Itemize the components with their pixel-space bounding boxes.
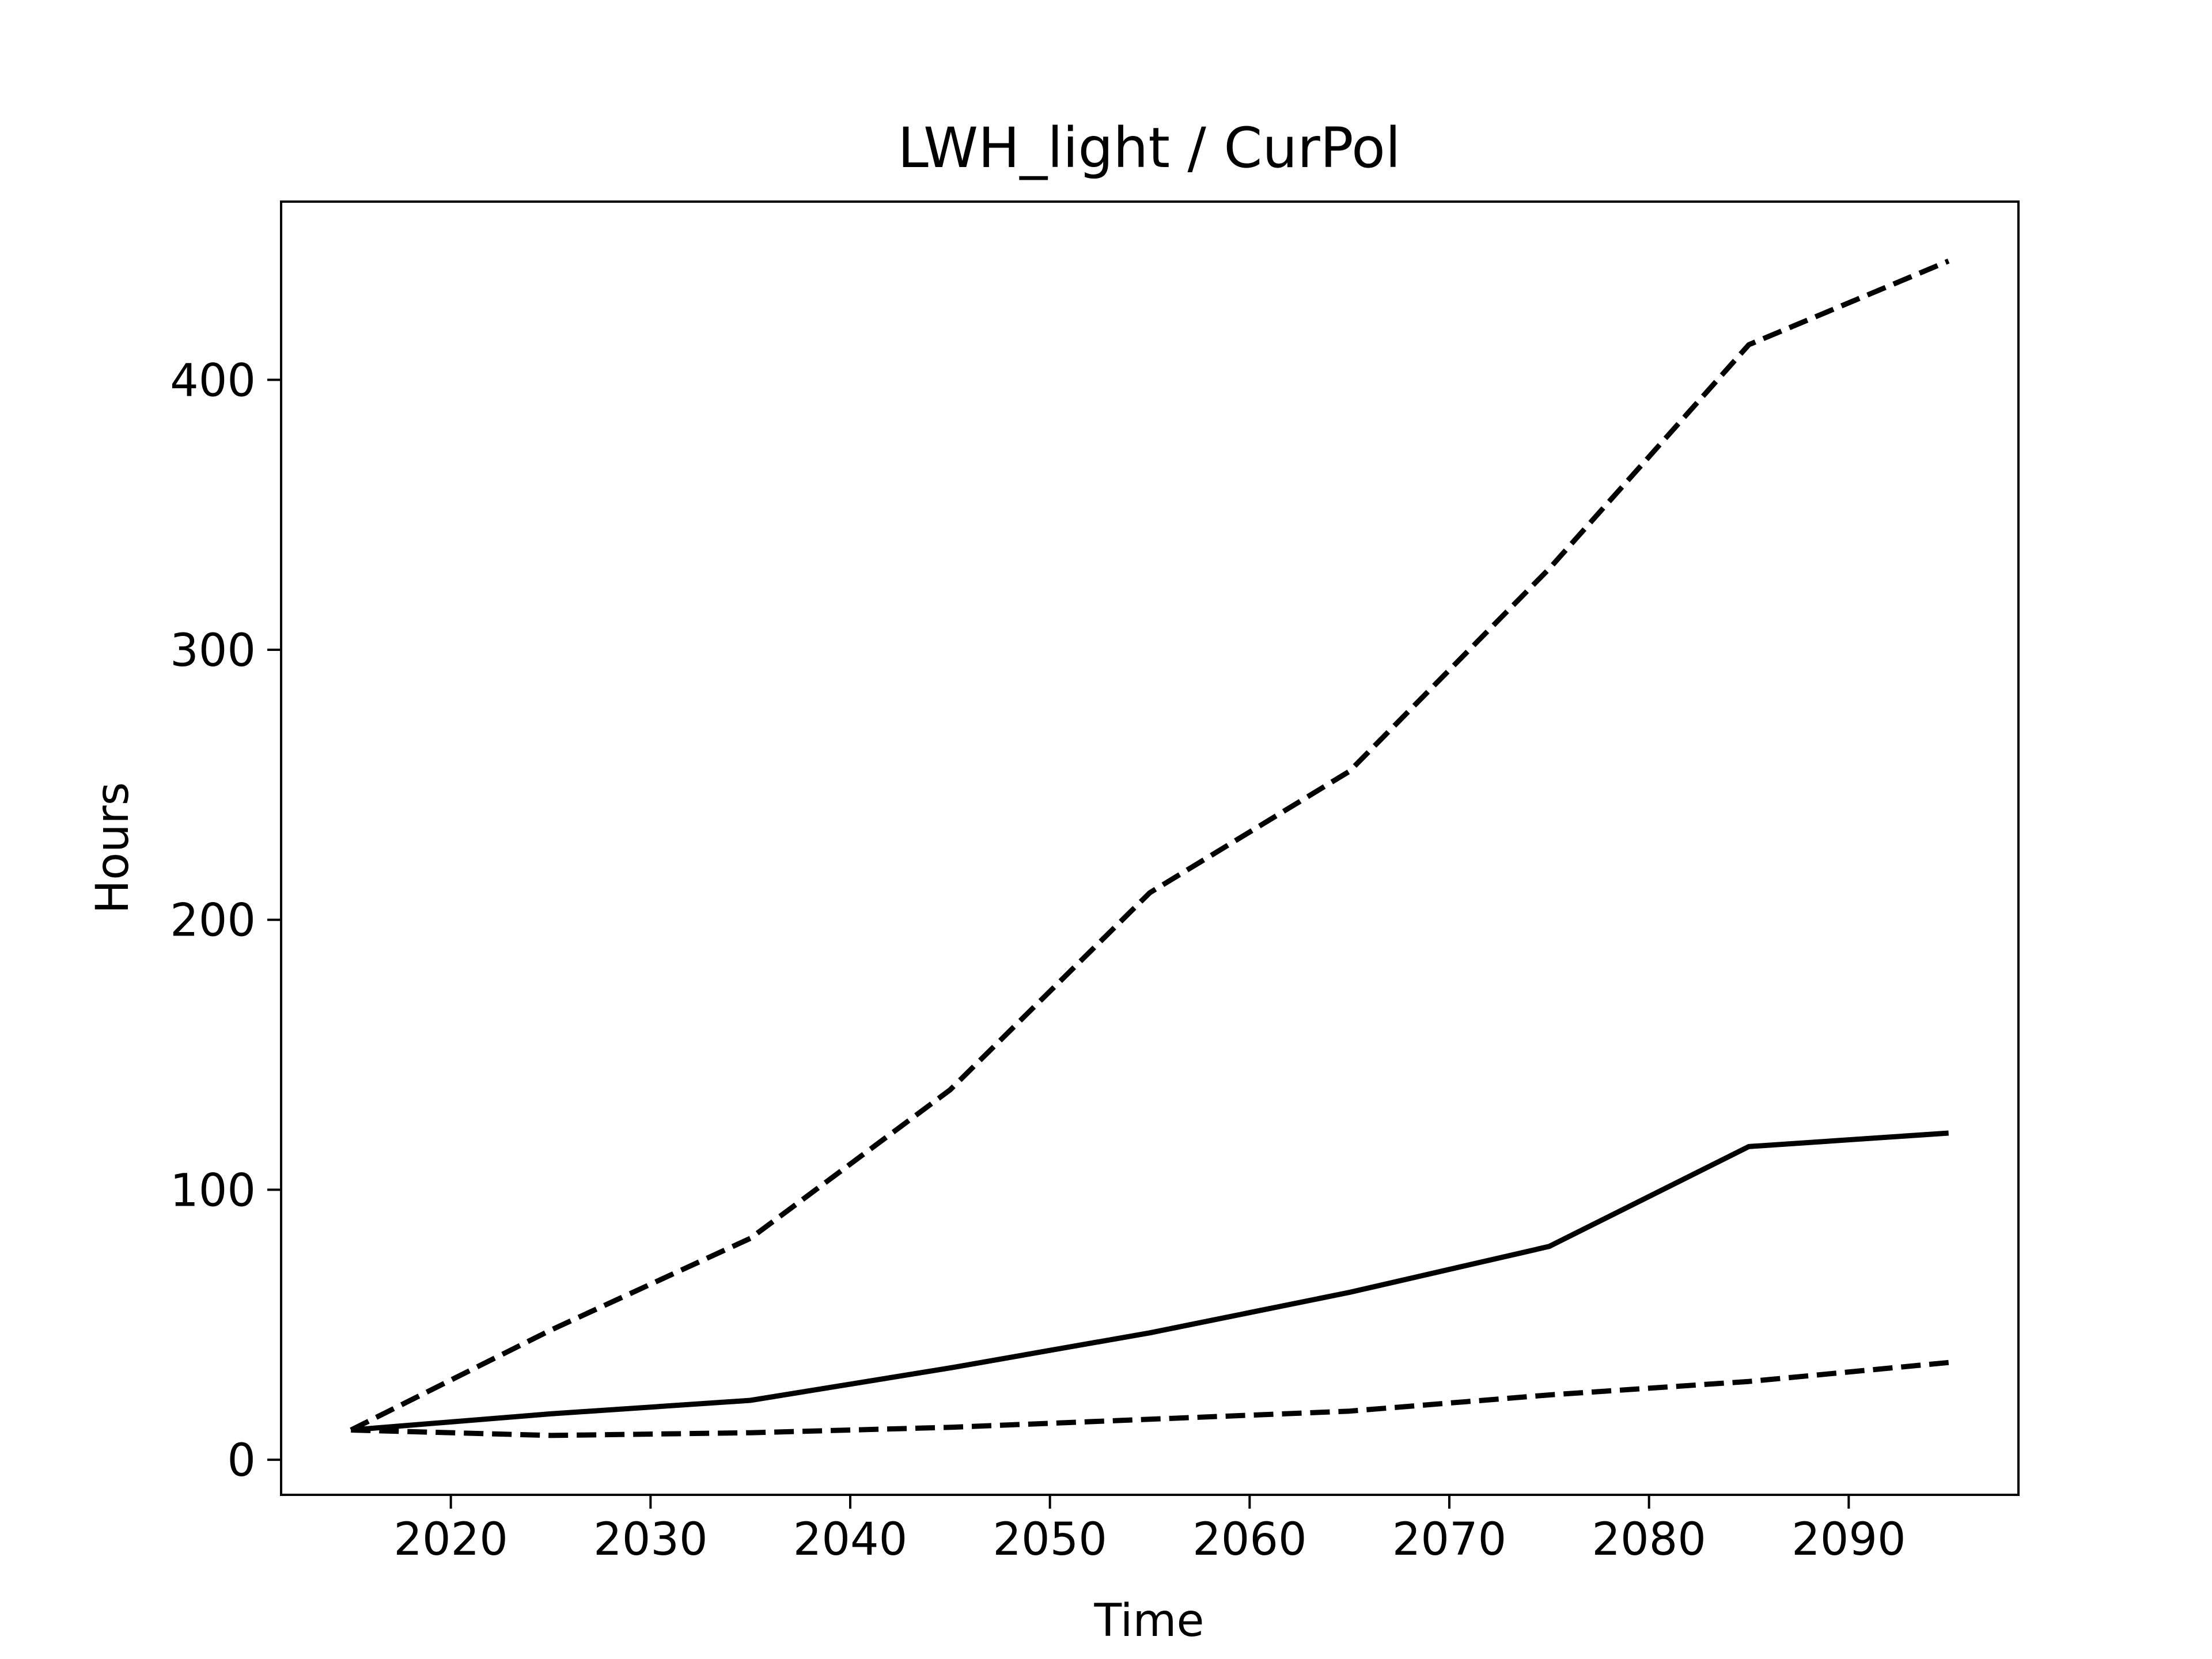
series-line-1-solid	[350, 1130, 1949, 1433]
y-axis-label: Hours	[87, 782, 139, 914]
x-tick-label: 2040	[793, 1514, 908, 1566]
plot-frame	[280, 200, 2020, 1496]
series-line-3-dashed	[351, 1359, 1949, 1438]
x-tick-label: 2080	[1592, 1514, 1706, 1566]
y-tick-label: 400	[170, 355, 256, 407]
chart-title: LWH_light / CurPol	[897, 116, 1400, 180]
series-layer	[350, 258, 1950, 1438]
x-axis-label: Time	[1094, 1595, 1205, 1647]
series-line-2-dashed	[350, 258, 1950, 1433]
y-tick-label: 100	[170, 1165, 256, 1217]
x-tick-label: 2090	[1791, 1514, 1906, 1566]
x-tick-label: 2020	[393, 1514, 508, 1566]
y-tick-label: 0	[227, 1435, 256, 1487]
y-tick-label: 200	[170, 895, 256, 947]
x-tick-label: 2030	[593, 1514, 708, 1566]
y-axis-ticks: 0 100 200 300 400	[170, 355, 281, 1487]
x-tick-label: 2070	[1392, 1514, 1507, 1566]
x-axis-ticks: 2020 2030 2040 2050 2060 2070 2080 2090	[393, 1495, 1906, 1566]
x-tick-label: 2060	[1192, 1514, 1307, 1566]
y-tick-label: 300	[170, 625, 256, 677]
x-tick-label: 2050	[993, 1514, 1107, 1566]
